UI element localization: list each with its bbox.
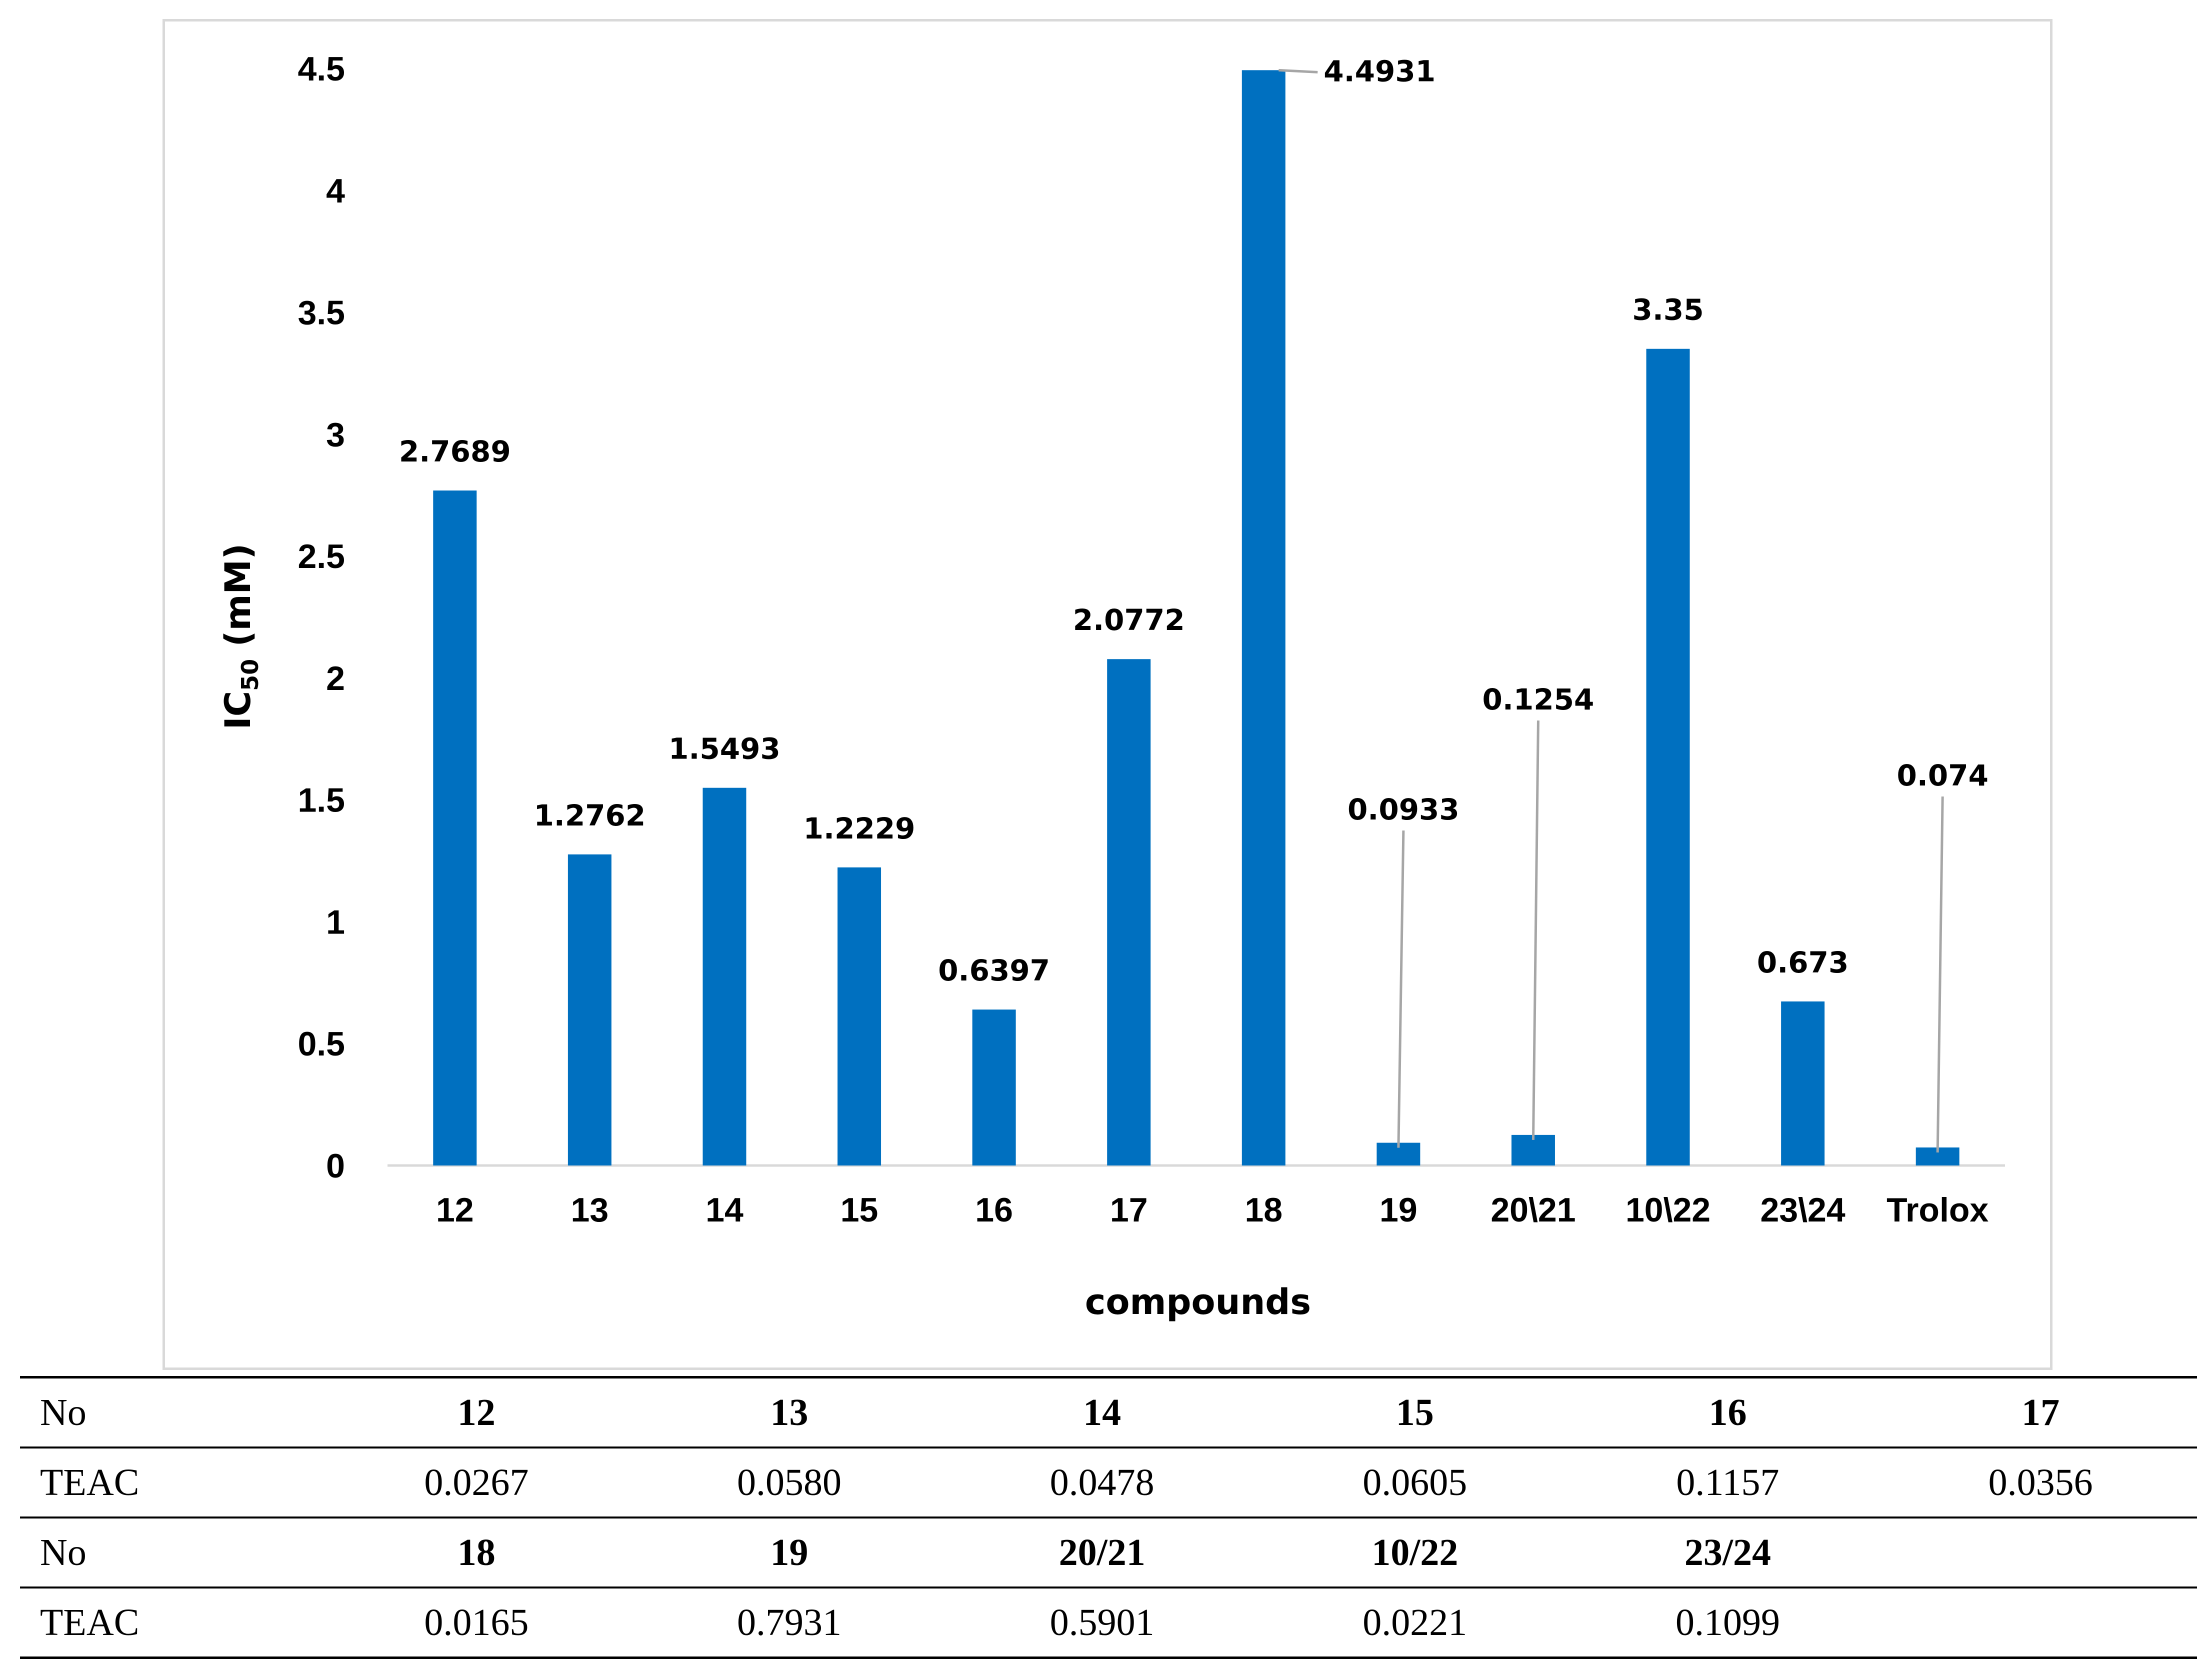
x-tick-label: 19: [1380, 1191, 1418, 1229]
data-label: 0.673: [1757, 946, 1848, 980]
table-cell: 0.0605: [1258, 1446, 1572, 1518]
data-label: 0.1254: [1482, 682, 1594, 716]
table-row: No 18 19 20/21 10/22 23/24: [20, 1516, 2197, 1588]
row-header: No: [20, 1376, 320, 1448]
y-axis-title-unit: (mM): [218, 544, 258, 659]
bar: [433, 490, 477, 1166]
y-tick-label: 4: [326, 172, 345, 210]
y-tick-label: 0: [326, 1147, 345, 1185]
table-cell: 19: [632, 1516, 946, 1588]
table-cell: 0.0267: [320, 1446, 633, 1518]
table-cell: 14: [946, 1376, 1258, 1448]
table-cell: 0.0478: [946, 1446, 1258, 1518]
y-tick-label: 1.5: [298, 782, 345, 820]
table-cell: 0.0221: [1258, 1586, 1572, 1659]
bars: [433, 70, 1960, 1166]
data-label: 0.0933: [1348, 792, 1460, 826]
leader-lines: [1278, 68, 1944, 1152]
leader-line: [1278, 68, 1318, 74]
y-tick-label: 3.5: [298, 294, 345, 332]
data-label: 0.074: [1896, 758, 1988, 792]
y-axis-title-main: IC: [218, 691, 258, 730]
bar: [1511, 1134, 1555, 1166]
data-label: 2.0772: [1073, 603, 1185, 637]
data-label: 1.5493: [668, 732, 780, 766]
table-cell: 0.1099: [1571, 1586, 1884, 1659]
bar: [1781, 1001, 1825, 1166]
data-label: 0.6397: [938, 954, 1050, 988]
x-tick-label: 16: [975, 1191, 1013, 1229]
data-label: 4.4931: [1324, 54, 1436, 88]
x-tick-label: 14: [706, 1191, 744, 1229]
table-cell: 0.0165: [320, 1586, 633, 1659]
bar-chart: 0 0.5 1 1.5 2 2.5 3 3.5 4 4.5 2.7689 1.2762 1.5493 1…: [218, 50, 2005, 1322]
table-cell: 17: [1884, 1376, 2197, 1448]
table-cell: 15: [1258, 1376, 1572, 1448]
x-tick-label: 13: [571, 1191, 609, 1229]
y-tick-label: 2: [326, 660, 345, 698]
bar: [1107, 659, 1151, 1166]
table-cell: 12: [320, 1376, 633, 1448]
table-cell: [1884, 1516, 2197, 1588]
x-axis-ticks: 12 13 14 15 16 17 18 19 20\21 10\22 23\24 Trolox: [436, 1191, 1988, 1229]
x-tick-label: Trolox: [1886, 1191, 1988, 1229]
y-tick-label: 4.5: [298, 50, 345, 88]
table-row: TEAC 0.0267 0.0580 0.0478 0.0605 0.1157 0.0356: [20, 1446, 2197, 1518]
row-header: No: [20, 1516, 320, 1588]
bar: [568, 854, 612, 1166]
bar: [1646, 348, 1690, 1166]
data-label: 1.2229: [804, 812, 916, 846]
x-tick-label: 10\22: [1626, 1191, 1710, 1229]
data-label: 3.35: [1632, 293, 1704, 327]
x-tick-label: 17: [1110, 1191, 1148, 1229]
leader-line: [1532, 720, 1540, 1140]
data-label: 1.2762: [534, 798, 646, 832]
bar: [702, 788, 746, 1166]
bar: [838, 867, 882, 1166]
table-cell: 0.5901: [946, 1586, 1258, 1659]
x-tick-label: 12: [436, 1191, 474, 1229]
table-cell: [1884, 1586, 2197, 1659]
teac-table: No 12 13 14 15 16 17 TEAC 0.0267 0.0580 0.0478 0.06…: [20, 1376, 2197, 1659]
leader-line: [1397, 830, 1405, 1148]
table-cell: 23/24: [1571, 1516, 1884, 1588]
y-axis-ticks: 0 0.5 1 1.5 2 2.5 3 3.5 4 4.5: [298, 50, 345, 1185]
y-axis-title-subscript: 50: [236, 659, 264, 691]
leader-line: [1936, 796, 1944, 1152]
x-tick-label: 15: [840, 1191, 878, 1229]
table-cell: 16: [1571, 1376, 1884, 1448]
row-header: TEAC: [20, 1446, 320, 1518]
row-header: TEAC: [20, 1586, 320, 1659]
y-tick-label: 2.5: [298, 538, 345, 576]
y-tick-label: 0.5: [298, 1025, 345, 1063]
table-cell: 18: [320, 1516, 633, 1588]
table-row: No 12 13 14 15 16 17: [20, 1376, 2197, 1448]
chart-area: 0 0.5 1 1.5 2 2.5 3 3.5 4 4.5 2.7689 1.2762 1.5493 1…: [162, 19, 2052, 1370]
table-cell: 0.7931: [632, 1586, 946, 1659]
table-cell: 0.0580: [632, 1446, 946, 1518]
table-cell: 10/22: [1258, 1516, 1572, 1588]
table-cell: 0.0356: [1884, 1446, 2197, 1518]
data-label: 2.7689: [399, 434, 511, 468]
bar: [1242, 70, 1286, 1166]
x-axis-title: compounds: [1085, 1282, 1311, 1322]
y-tick-label: 1: [326, 903, 345, 941]
table-cell: 13: [632, 1376, 946, 1448]
y-axis-title: IC50 (mM): [218, 544, 264, 730]
data-labels: 2.7689 1.2762 1.5493 1.2229 0.6397 2.0772 4.49…: [399, 54, 1988, 988]
x-tick-label: 20\21: [1490, 1191, 1576, 1229]
x-tick-label: 23\24: [1760, 1191, 1846, 1229]
table-cell: 20/21: [946, 1516, 1258, 1588]
x-tick-label: 18: [1244, 1191, 1282, 1229]
table-cell: 0.1157: [1571, 1446, 1884, 1518]
table-row: TEAC 0.0165 0.7931 0.5901 0.0221 0.1099: [20, 1586, 2197, 1659]
bar: [972, 1010, 1016, 1166]
y-tick-label: 3: [326, 416, 345, 454]
